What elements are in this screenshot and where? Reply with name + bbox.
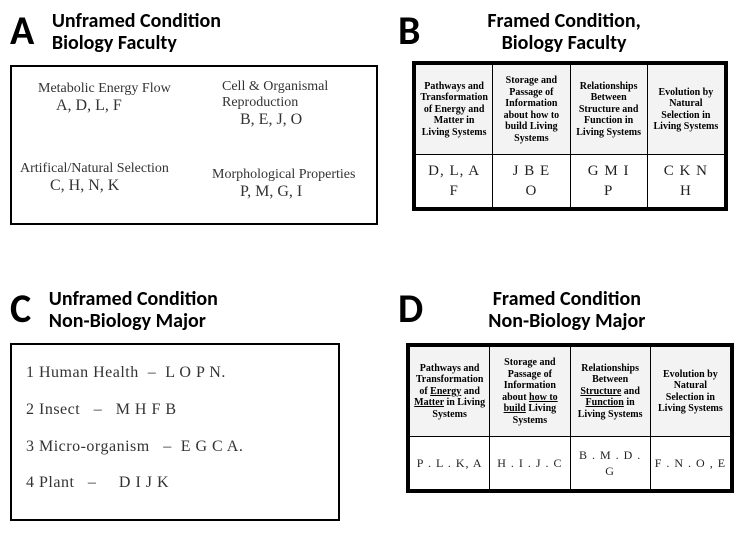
panel-a-box: Metabolic Energy Flow A, D, L, F Cell & … xyxy=(10,65,378,225)
group-label: Cell & Organismal Reproduction xyxy=(222,79,372,111)
table-cell: F . N . O , E xyxy=(650,437,730,490)
table-row: Pathways and Transformation of Energy an… xyxy=(416,65,725,155)
panel-title-c-l2: Non-Biology Major xyxy=(49,309,206,333)
panel-c: C Unframed Condition Non-Biology Major 1… xyxy=(10,284,380,521)
panel-letter-b: B xyxy=(398,6,420,55)
panel-title-b: Framed Condition, Biology Faculty xyxy=(434,10,694,54)
panel-title-c-l1: Unframed Condition xyxy=(49,287,218,311)
table-header: Relationships Between Structure and Func… xyxy=(570,347,650,437)
group-items: A, D, L, F xyxy=(56,97,171,115)
panel-title-b-l1: Framed Condition, xyxy=(487,9,640,33)
row-items: D I J K xyxy=(119,474,169,491)
table-header: Evolution by Natural Selection in Living… xyxy=(650,347,730,437)
table-cell: H . I . J . C xyxy=(490,437,570,490)
group-items: B, E, J, O xyxy=(240,111,372,129)
list-item: 2 Insect – M H F B xyxy=(26,392,324,429)
panel-a: A Unframed Condition Biology Faculty Met… xyxy=(10,6,380,225)
panel-letter-c: C xyxy=(10,284,31,333)
panel-a-group-4: Morphological Properties P, M, G, I xyxy=(212,167,355,201)
list-item: 3 Micro-organism – E G C A. xyxy=(26,429,324,466)
row-label: Micro-organism xyxy=(39,438,150,455)
list-item: 4 Plant – D I J K xyxy=(26,465,324,502)
table-header: Evolution by Natural Selection in Living… xyxy=(647,65,724,155)
panel-b-table: Pathways and Transformation of Energy an… xyxy=(415,64,725,208)
table-header: Relationships Between Structure and Func… xyxy=(570,65,647,155)
row-items: E G C A. xyxy=(181,438,244,455)
row-num: 4 xyxy=(26,474,35,491)
table-header: Storage and Passage of Information about… xyxy=(490,347,570,437)
group-label: Morphological Properties xyxy=(212,167,355,183)
panel-title-d: Framed Condition Non-Biology Major xyxy=(437,288,697,332)
row-num: 3 xyxy=(26,438,35,455)
table-header: Pathways and Transformation of Energy an… xyxy=(416,65,493,155)
group-items: P, M, G, I xyxy=(240,183,355,201)
table-cell: D, L, AF xyxy=(416,155,493,208)
table-header: Pathways and Transformation of Energy an… xyxy=(410,347,490,437)
table-row: Pathways and Transformation of Energy an… xyxy=(410,347,731,437)
panel-d: D Framed Condition Non-Biology Major Pat… xyxy=(398,284,738,493)
panel-title-a: Unframed Condition Biology Faculty xyxy=(52,10,221,54)
list-item: 1 Human Health – L O P N. xyxy=(26,355,324,392)
table-cell: J B EO xyxy=(493,155,570,208)
panel-letter-d: D xyxy=(398,284,423,333)
table-header: Storage and Passage of Information about… xyxy=(493,65,570,155)
panel-title-c: Unframed Condition Non-Biology Major xyxy=(49,288,218,332)
table-cell: G M IP xyxy=(570,155,647,208)
panel-d-table: Pathways and Transformation of Energy an… xyxy=(409,346,731,490)
panel-d-box: Pathways and Transformation of Energy an… xyxy=(406,343,734,493)
panel-title-a-l2: Biology Faculty xyxy=(52,31,177,55)
group-label: Artifical/Natural Selection xyxy=(20,161,169,177)
row-items: M H F B xyxy=(116,401,177,418)
panel-letter-a: A xyxy=(10,6,34,55)
row-items: L O P N. xyxy=(165,364,226,381)
table-row: D, L, AF J B EO G M IP C K NH xyxy=(416,155,725,208)
row-label: Human Health xyxy=(39,364,139,381)
panel-title-d-l2: Non-Biology Major xyxy=(488,309,645,333)
panel-a-group-1: Metabolic Energy Flow A, D, L, F xyxy=(38,81,171,115)
table-cell: C K NH xyxy=(647,155,724,208)
panel-title-b-l2: Biology Faculty xyxy=(502,31,627,55)
panel-c-box: 1 Human Health – L O P N. 2 Insect – M H… xyxy=(10,343,340,521)
row-label: Insect xyxy=(39,401,80,418)
panel-a-group-2: Cell & Organismal Reproduction B, E, J, … xyxy=(222,79,372,129)
table-cell: B . M . D . G xyxy=(570,437,650,490)
group-items: C, H, N, K xyxy=(50,177,169,195)
table-row: P . L . K, A H . I . J . C B . M . D . G… xyxy=(410,437,731,490)
table-cell: P . L . K, A xyxy=(410,437,490,490)
panel-c-list: 1 Human Health – L O P N. 2 Insect – M H… xyxy=(26,355,324,502)
panel-title-a-l1: Unframed Condition xyxy=(52,9,221,33)
row-num: 1 xyxy=(26,364,35,381)
panel-b: B Framed Condition, Biology Faculty Path… xyxy=(398,6,738,211)
row-label: Plant xyxy=(39,474,74,491)
panel-b-box: Pathways and Transformation of Energy an… xyxy=(412,61,728,211)
panel-a-group-3: Artifical/Natural Selection C, H, N, K xyxy=(20,161,169,195)
panel-title-d-l1: Framed Condition xyxy=(493,287,641,311)
row-num: 2 xyxy=(26,401,35,418)
group-label: Metabolic Energy Flow xyxy=(38,81,171,97)
